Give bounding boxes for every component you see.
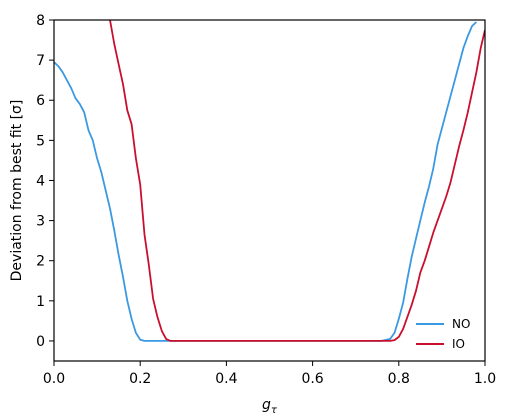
x-tick-label: 0.2 bbox=[129, 371, 151, 387]
x-ticks: 0.0 0.2 0.4 0.6 0.8 1.0 bbox=[43, 361, 496, 387]
series-line-io bbox=[109, 20, 485, 342]
x-axis-label-main: g bbox=[262, 397, 271, 413]
y-tick-label: 1 bbox=[36, 294, 45, 310]
y-tick-label: 8 bbox=[36, 13, 45, 29]
x-axis-label-sub: τ bbox=[271, 405, 278, 416]
x-tick-label: 0.6 bbox=[301, 371, 323, 387]
legend-label-no: NO bbox=[452, 317, 470, 331]
legend: NO IO bbox=[416, 317, 470, 351]
x-tick-label: 1.0 bbox=[474, 371, 496, 387]
x-tick-label: 0.8 bbox=[388, 371, 410, 387]
y-ticks: 0 1 2 3 4 5 6 7 8 bbox=[36, 13, 54, 350]
x-tick-label: 0.0 bbox=[43, 371, 65, 387]
y-axis-label: Deviation from best fit [σ] bbox=[9, 100, 25, 282]
series-line-no bbox=[54, 21, 478, 342]
series-layer bbox=[54, 20, 485, 342]
y-tick-label: 7 bbox=[36, 53, 45, 69]
y-tick-label: 4 bbox=[36, 173, 45, 189]
y-tick-label: 0 bbox=[36, 334, 45, 350]
legend-label-io: IO bbox=[452, 337, 465, 351]
x-axis-label: gτ bbox=[262, 397, 278, 416]
y-tick-label: 5 bbox=[36, 133, 45, 149]
y-tick-label: 3 bbox=[36, 214, 45, 230]
y-tick-label: 6 bbox=[36, 93, 45, 109]
axes-frame bbox=[53, 19, 486, 362]
y-tick-label: 2 bbox=[36, 254, 45, 270]
x-tick-label: 0.4 bbox=[215, 371, 237, 387]
